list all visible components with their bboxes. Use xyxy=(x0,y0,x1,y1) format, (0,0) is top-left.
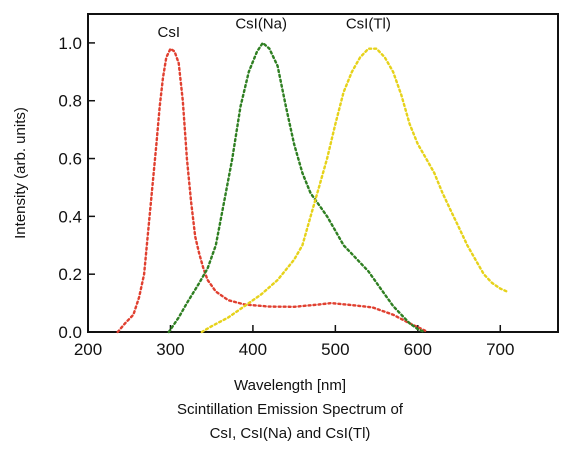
x-tick-label: 200 xyxy=(74,340,102,359)
series-line-csi-na xyxy=(167,41,426,334)
x-axis-ticks: 200 300 400 500 600 700 xyxy=(74,325,514,359)
y-tick-label: 0.4 xyxy=(58,207,82,226)
y-axis-ticks: 0.0 0.2 0.4 0.6 0.8 1.0 xyxy=(58,34,95,342)
x-tick-label: 400 xyxy=(239,340,267,359)
series-line-csi xyxy=(116,47,429,334)
series-label-csi-na: CsI(Na) xyxy=(235,15,287,32)
series-labels: CsI CsI(Na) CsI(Tl) xyxy=(158,15,391,41)
series-layer xyxy=(116,41,509,334)
y-tick-label: 0.2 xyxy=(58,265,82,284)
x-tick-label: 700 xyxy=(486,340,514,359)
x-tick-label: 500 xyxy=(321,340,349,359)
x-tick-label: 300 xyxy=(156,340,184,359)
caption-line-2: CsI, CsI(Na) and CsI(Tl) xyxy=(210,425,371,442)
y-tick-label: 0.8 xyxy=(58,92,82,111)
y-tick-label: 0.6 xyxy=(58,150,82,169)
y-tick-label: 1.0 xyxy=(58,34,82,53)
caption-line-1: Scintillation Emission Spectrum of xyxy=(177,401,404,418)
series-line-csi-tl xyxy=(200,47,509,334)
x-axis-title: Wavelength [nm] xyxy=(234,377,346,394)
x-tick-label: 600 xyxy=(404,340,432,359)
series-label-csi-tl: CsI(Tl) xyxy=(346,15,391,32)
y-tick-label: 0.0 xyxy=(58,323,82,342)
plot-frame xyxy=(87,13,559,333)
y-axis-title: Intensity (arb. units) xyxy=(12,107,29,239)
series-label-csi: CsI xyxy=(158,24,181,41)
